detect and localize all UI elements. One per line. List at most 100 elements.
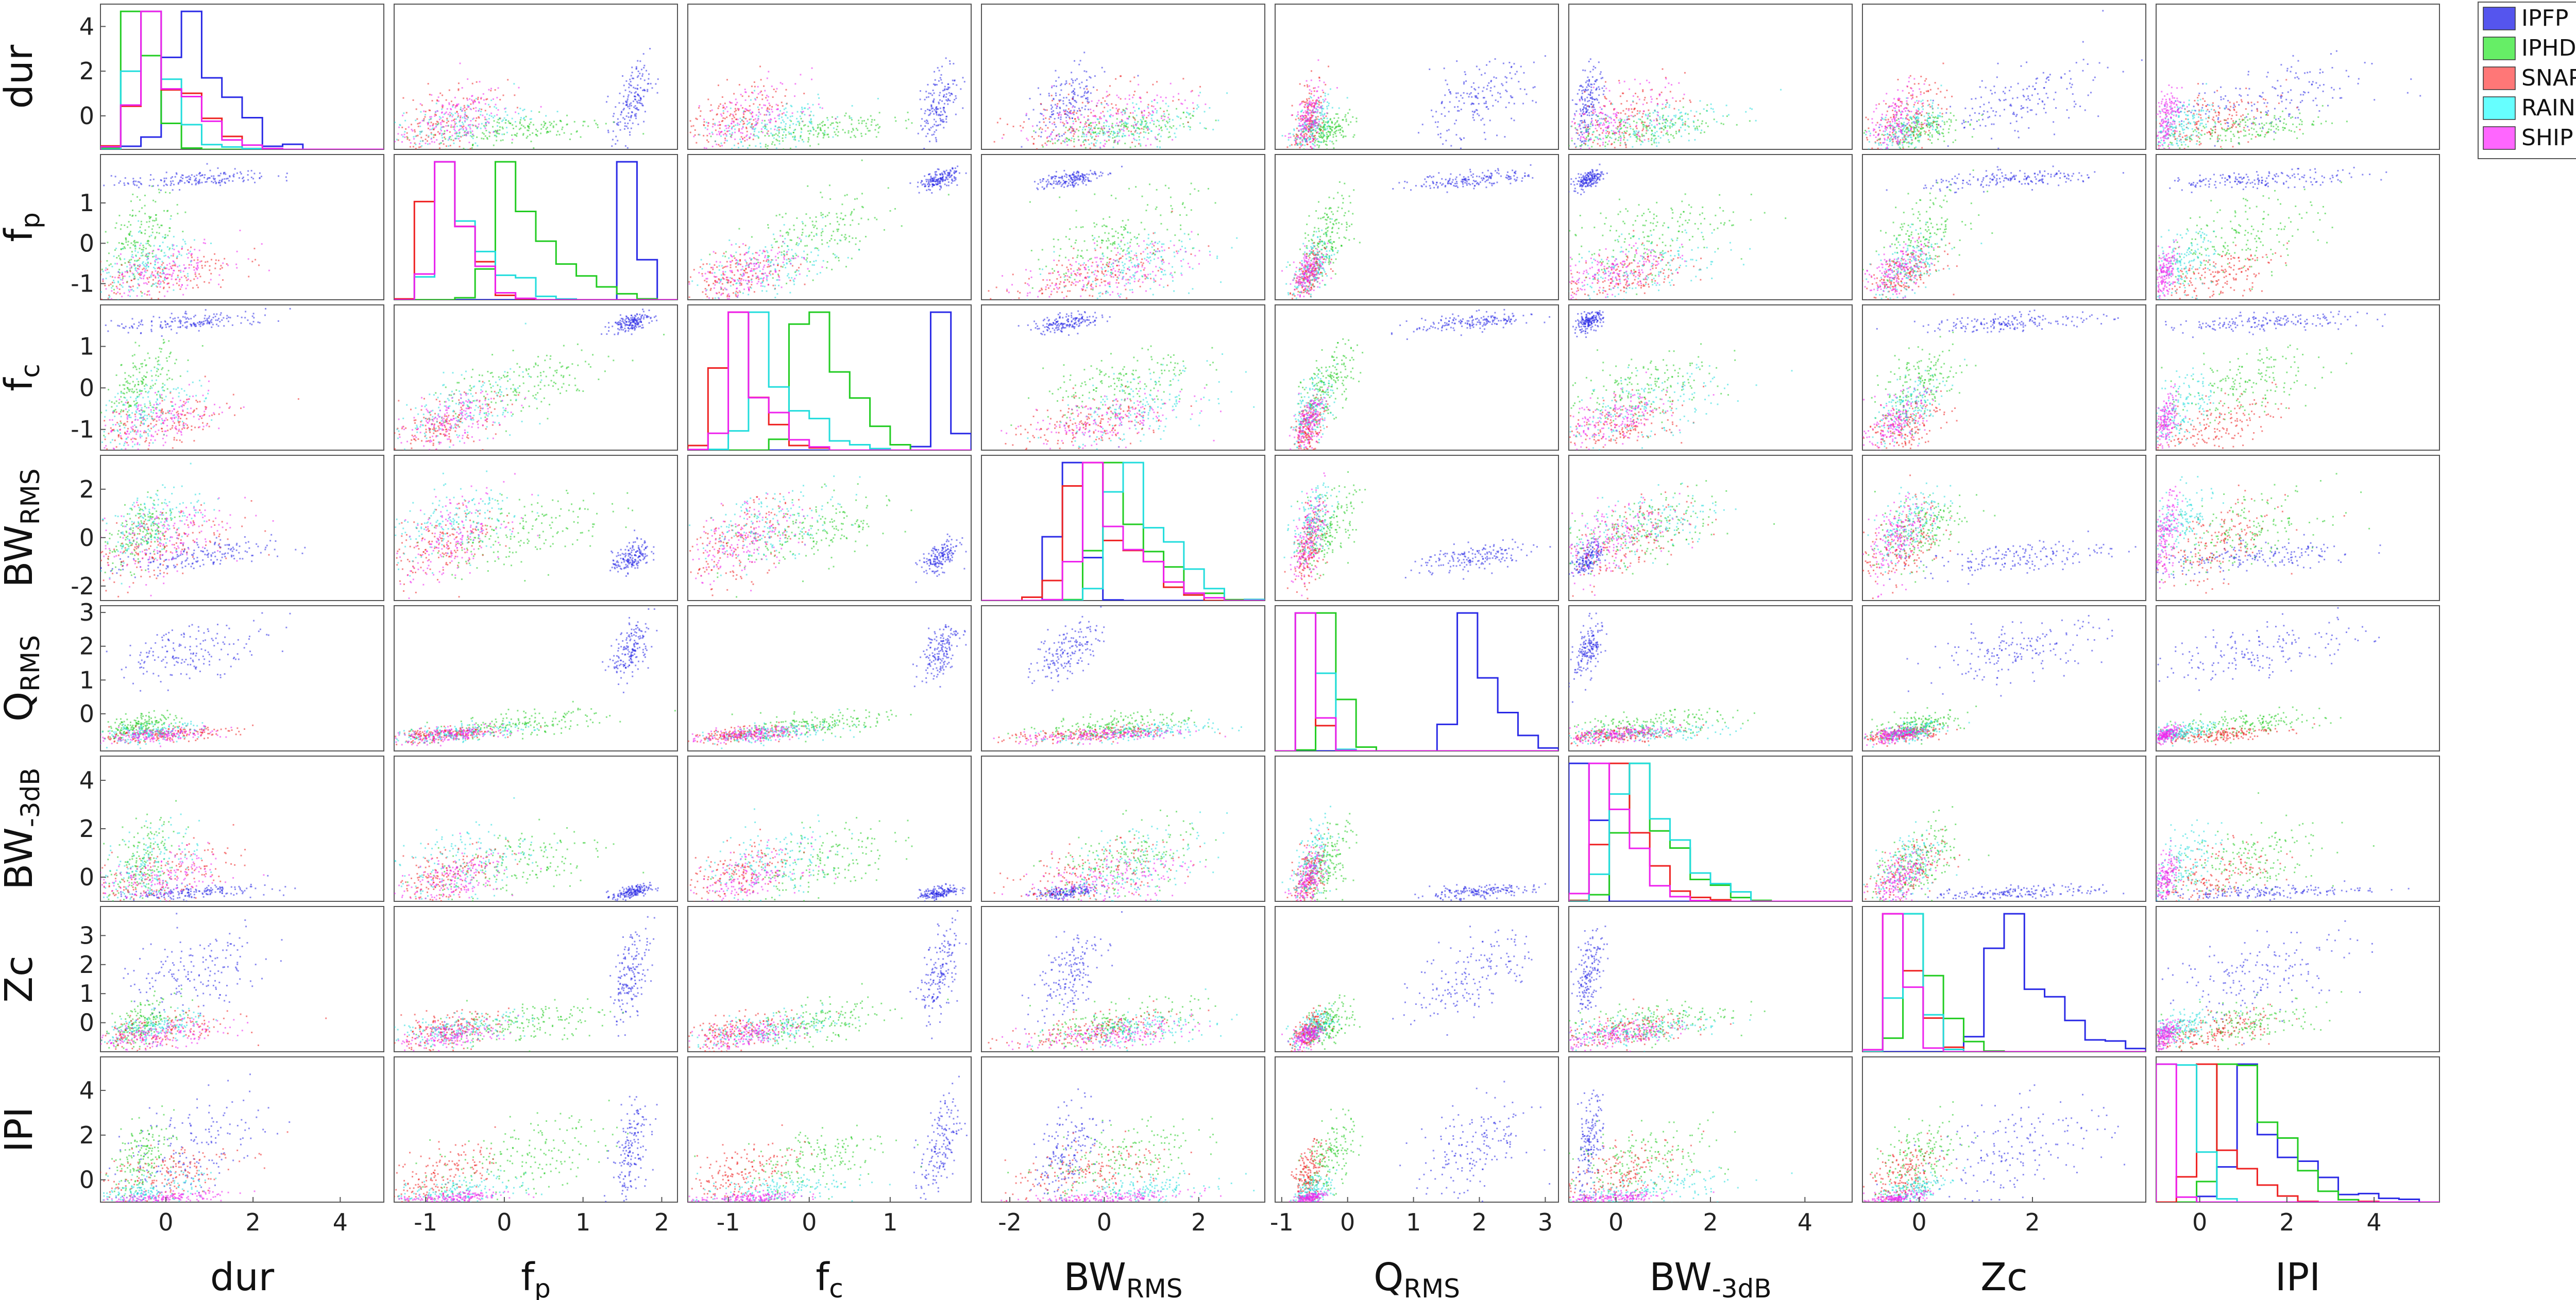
data-point xyxy=(1334,130,1336,132)
data-point xyxy=(1598,124,1600,126)
data-point xyxy=(746,120,748,122)
data-point xyxy=(1630,136,1632,138)
data-point xyxy=(757,115,759,117)
data-point xyxy=(719,124,721,126)
data-point xyxy=(1335,130,1337,132)
data-point xyxy=(1053,121,1055,123)
data-point xyxy=(1927,124,1929,126)
data-point xyxy=(546,127,548,129)
data-point xyxy=(1900,105,1902,107)
data-point xyxy=(387,142,388,144)
data-point xyxy=(1146,126,1148,128)
data-point xyxy=(946,89,948,91)
data-point xyxy=(1918,122,1920,124)
data-point xyxy=(1295,140,1297,142)
data-point xyxy=(467,132,469,134)
data-point xyxy=(1096,133,1098,135)
data-point xyxy=(1143,128,1145,130)
data-point xyxy=(447,121,449,123)
data-point xyxy=(1345,135,1347,138)
data-point xyxy=(1875,124,1877,126)
data-point xyxy=(516,132,518,134)
data-point xyxy=(940,120,942,122)
data-point xyxy=(1908,128,1910,130)
data-point xyxy=(476,117,478,119)
data-point xyxy=(1575,128,1577,130)
data-point xyxy=(1162,100,1164,102)
data-point xyxy=(626,147,629,149)
data-point xyxy=(717,124,719,126)
data-point xyxy=(1099,116,1101,118)
data-point xyxy=(628,116,630,118)
data-point xyxy=(1081,96,1083,98)
data-point xyxy=(504,122,506,124)
data-point xyxy=(729,133,731,135)
data-point xyxy=(2053,133,2055,135)
data-point xyxy=(2068,117,2070,119)
data-point xyxy=(1312,133,1314,135)
data-point xyxy=(1086,122,1088,124)
data-point xyxy=(427,143,429,145)
data-point xyxy=(1128,98,1130,100)
data-point xyxy=(759,65,761,67)
data-point xyxy=(1678,82,1680,84)
data-point xyxy=(1648,125,1650,127)
data-point xyxy=(429,129,431,131)
data-point xyxy=(536,135,538,137)
data-point xyxy=(462,122,464,124)
data-point xyxy=(1566,129,1567,130)
data-point xyxy=(807,137,809,139)
data-point xyxy=(935,137,937,139)
data-point xyxy=(1301,149,1302,150)
data-point xyxy=(1124,113,1126,115)
data-point xyxy=(869,130,871,132)
data-point xyxy=(785,89,787,91)
data-point xyxy=(619,121,621,123)
data-point xyxy=(1087,102,1089,104)
data-point xyxy=(1575,145,1578,147)
data-point xyxy=(1063,111,1065,113)
data-point xyxy=(457,88,460,90)
data-point xyxy=(1932,116,1934,118)
data-point xyxy=(2021,116,2023,118)
data-point xyxy=(751,125,753,127)
data-point xyxy=(1311,123,1313,125)
data-point xyxy=(1304,104,1306,106)
data-point xyxy=(731,127,733,129)
data-point xyxy=(615,135,617,138)
data-point xyxy=(1937,115,1939,117)
data-point xyxy=(778,143,781,145)
data-point xyxy=(1651,133,1653,135)
data-point xyxy=(1038,151,1040,152)
data-point xyxy=(1598,94,1600,96)
data-point xyxy=(1991,123,1993,125)
data-point xyxy=(1331,129,1333,131)
data-point xyxy=(1076,78,1078,80)
data-point xyxy=(1582,103,1584,105)
data-point xyxy=(749,112,751,114)
data-point xyxy=(1585,131,1587,133)
data-point xyxy=(1975,97,1977,99)
data-point xyxy=(786,111,788,113)
data-point xyxy=(761,119,764,122)
data-point xyxy=(1745,111,1747,113)
data-point xyxy=(391,169,392,170)
data-point xyxy=(467,99,469,101)
data-point xyxy=(469,148,471,149)
data-point xyxy=(1881,133,1883,135)
data-point xyxy=(453,142,455,144)
data-point xyxy=(1665,99,1667,101)
data-point xyxy=(850,136,852,139)
data-point xyxy=(920,108,922,110)
data-point xyxy=(1068,99,1070,101)
data-point xyxy=(792,136,794,138)
data-point xyxy=(749,137,751,139)
data-point xyxy=(1120,125,1122,127)
data-point xyxy=(945,57,947,59)
data-point xyxy=(768,102,770,105)
data-point xyxy=(1574,114,1576,116)
data-point xyxy=(1141,122,1143,124)
data-point xyxy=(1923,92,1925,94)
data-point xyxy=(1352,136,1354,138)
data-point xyxy=(452,126,454,128)
